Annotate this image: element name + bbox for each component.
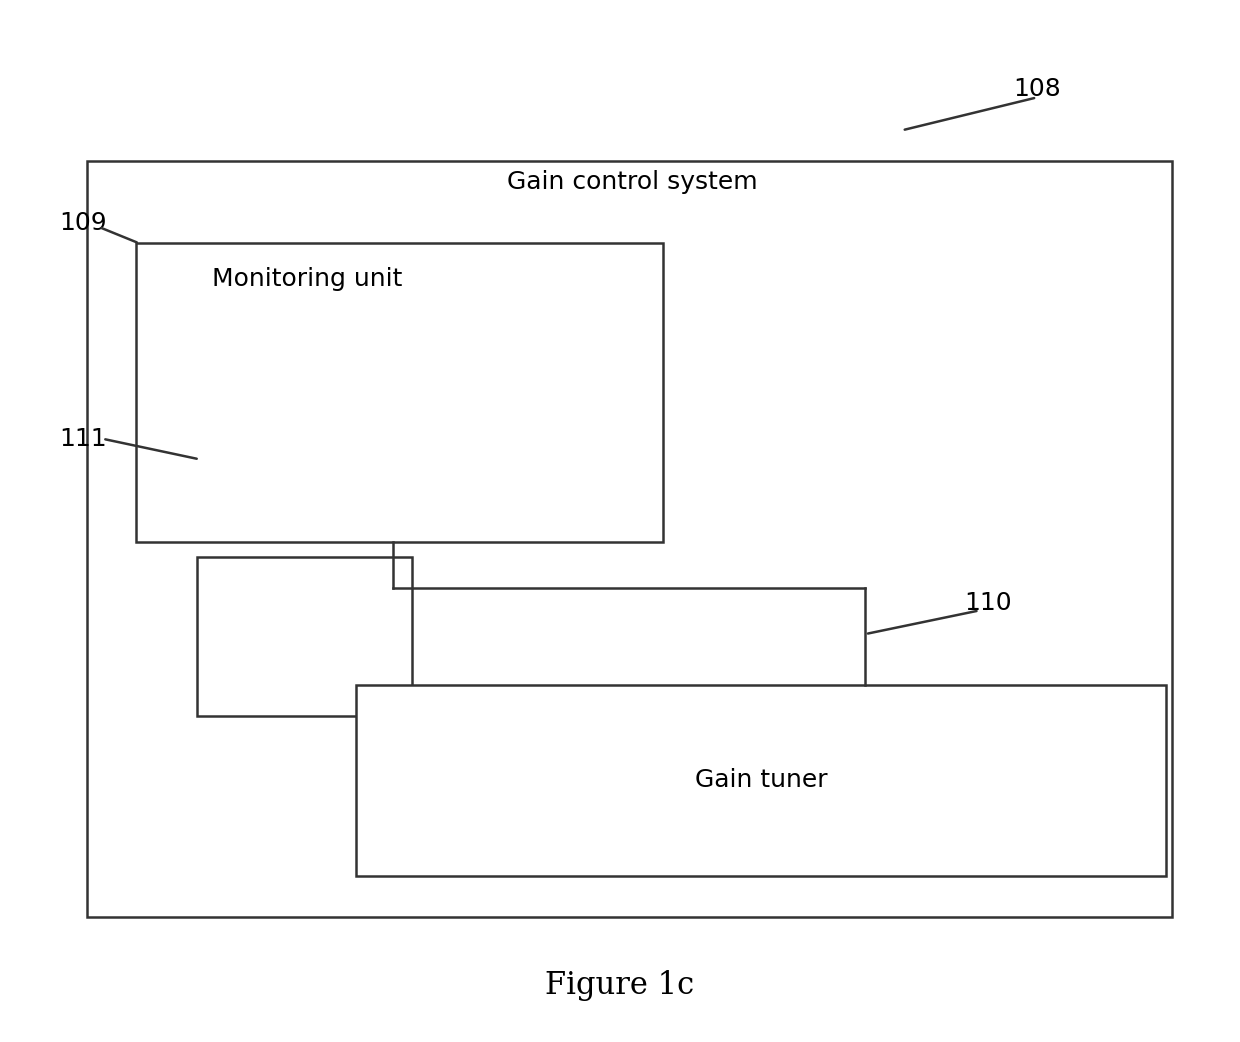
Text: 109: 109 <box>60 210 107 234</box>
Bar <box>135 244 663 542</box>
Text: Gain control system: Gain control system <box>507 170 758 194</box>
Text: 111: 111 <box>60 427 107 451</box>
Text: Gain tuner: Gain tuner <box>694 768 827 792</box>
Bar <box>356 686 1166 875</box>
Bar <box>197 557 412 716</box>
Text: 110: 110 <box>963 591 1012 615</box>
Text: 108: 108 <box>1013 77 1060 101</box>
Text: Figure 1c: Figure 1c <box>546 970 694 1001</box>
Text: Monitoring unit: Monitoring unit <box>212 268 403 292</box>
Bar <box>87 162 1172 917</box>
